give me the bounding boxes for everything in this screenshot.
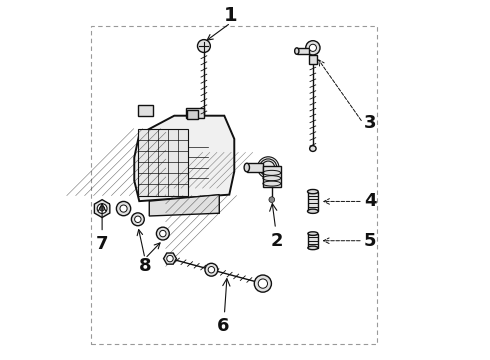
Text: 5: 5 [364, 232, 376, 250]
Circle shape [120, 205, 127, 212]
Bar [186, 108, 204, 118]
Circle shape [156, 227, 169, 240]
Bar [92, 26, 377, 344]
Circle shape [135, 216, 141, 222]
Circle shape [258, 279, 268, 288]
Ellipse shape [308, 246, 318, 249]
Circle shape [97, 204, 107, 213]
Ellipse shape [308, 189, 318, 194]
Circle shape [99, 206, 104, 211]
Circle shape [208, 266, 215, 273]
Bar [138, 129, 188, 195]
Circle shape [306, 41, 320, 55]
Circle shape [258, 157, 279, 178]
Text: 6: 6 [218, 279, 230, 336]
Polygon shape [134, 116, 234, 201]
Polygon shape [149, 195, 220, 216]
Circle shape [117, 202, 131, 216]
Bar [297, 48, 309, 54]
Text: 3: 3 [364, 114, 376, 132]
Circle shape [131, 213, 144, 226]
Bar [138, 104, 153, 116]
Circle shape [309, 44, 317, 51]
Circle shape [167, 255, 173, 262]
Ellipse shape [310, 146, 316, 152]
Text: 2: 2 [270, 204, 283, 250]
Bar [263, 166, 281, 187]
Ellipse shape [294, 48, 299, 54]
Bar [309, 55, 317, 64]
Circle shape [205, 263, 218, 276]
Circle shape [254, 275, 271, 292]
Bar [308, 234, 318, 248]
Polygon shape [95, 200, 110, 217]
Text: 4: 4 [364, 193, 376, 211]
Circle shape [160, 230, 166, 237]
Ellipse shape [244, 163, 249, 172]
Ellipse shape [308, 232, 318, 235]
Bar [187, 111, 198, 120]
Circle shape [269, 197, 275, 203]
Polygon shape [164, 253, 176, 264]
Text: 1: 1 [224, 6, 238, 25]
Bar [308, 192, 318, 211]
Text: 7: 7 [96, 204, 108, 253]
Text: 8: 8 [139, 257, 151, 275]
Ellipse shape [308, 209, 318, 213]
Bar [247, 163, 263, 172]
Circle shape [197, 40, 210, 53]
